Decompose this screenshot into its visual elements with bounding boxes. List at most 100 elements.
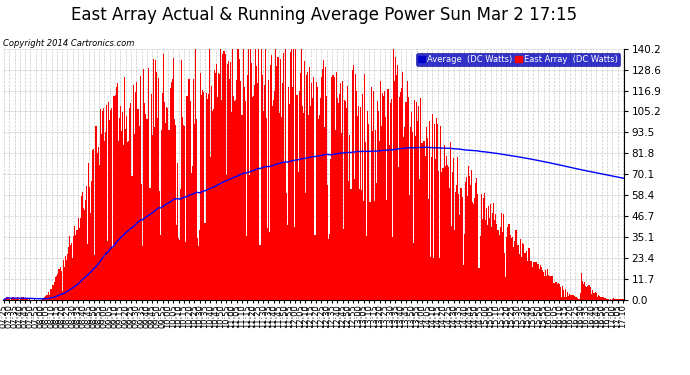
Bar xyxy=(497,231,499,300)
Bar xyxy=(349,135,351,300)
Bar xyxy=(27,298,28,300)
Bar xyxy=(67,254,68,300)
Bar xyxy=(448,188,450,300)
Bar xyxy=(65,256,66,300)
Bar xyxy=(390,103,391,300)
Bar xyxy=(299,74,301,300)
Bar xyxy=(544,276,545,300)
Bar xyxy=(420,98,422,300)
Bar xyxy=(483,198,484,300)
Bar xyxy=(485,220,486,300)
Bar xyxy=(229,80,230,300)
Bar xyxy=(593,292,594,300)
Bar xyxy=(518,245,519,300)
Bar xyxy=(456,185,457,300)
Bar xyxy=(605,298,607,300)
Bar xyxy=(164,102,166,300)
Bar xyxy=(142,246,143,300)
Bar xyxy=(195,48,196,300)
Bar xyxy=(541,267,542,300)
Bar xyxy=(79,217,81,300)
Bar xyxy=(571,295,573,300)
Bar xyxy=(538,264,539,300)
Bar xyxy=(555,282,557,300)
Bar xyxy=(382,93,383,300)
Bar xyxy=(199,230,200,300)
Bar xyxy=(135,92,136,300)
Bar xyxy=(363,201,364,300)
Bar xyxy=(246,236,247,300)
Bar xyxy=(603,297,604,300)
Bar xyxy=(170,82,172,300)
Bar xyxy=(598,295,599,300)
Bar xyxy=(335,72,337,300)
Bar xyxy=(615,298,616,300)
Bar xyxy=(45,296,46,300)
Bar xyxy=(198,246,199,300)
Bar xyxy=(236,80,237,300)
Bar xyxy=(511,238,512,300)
Bar xyxy=(130,103,132,300)
Bar xyxy=(400,92,401,300)
Bar xyxy=(315,82,317,300)
Bar xyxy=(139,126,140,300)
Bar xyxy=(115,95,116,300)
Bar xyxy=(219,75,220,300)
Bar xyxy=(482,219,483,300)
Bar xyxy=(69,236,70,300)
Bar xyxy=(366,236,367,300)
Bar xyxy=(287,225,288,300)
Bar xyxy=(515,230,517,300)
Bar xyxy=(230,62,231,300)
Bar xyxy=(546,276,547,300)
Bar xyxy=(81,192,83,300)
Bar xyxy=(237,45,238,300)
Bar xyxy=(72,258,73,300)
Bar xyxy=(520,239,521,300)
Bar xyxy=(453,158,454,300)
Bar xyxy=(331,77,333,300)
Bar xyxy=(313,76,315,300)
Bar xyxy=(460,188,462,300)
Bar xyxy=(53,285,55,300)
Bar xyxy=(507,226,508,300)
Bar xyxy=(157,117,158,300)
Bar xyxy=(155,60,156,300)
Bar xyxy=(106,105,107,300)
Bar xyxy=(75,236,77,300)
Bar xyxy=(340,84,341,300)
Bar xyxy=(270,65,271,300)
Bar xyxy=(413,243,414,300)
Text: Copyright 2014 Cartronics.com: Copyright 2014 Cartronics.com xyxy=(3,39,135,48)
Bar xyxy=(141,184,142,300)
Bar xyxy=(622,299,623,300)
Bar xyxy=(619,299,620,300)
Bar xyxy=(252,97,253,300)
Bar xyxy=(243,45,244,300)
Bar xyxy=(353,179,355,300)
Bar xyxy=(501,213,502,300)
Bar xyxy=(360,107,361,300)
Bar xyxy=(374,201,375,300)
Bar xyxy=(100,109,101,300)
Bar xyxy=(591,290,593,300)
Bar xyxy=(26,298,27,300)
Bar xyxy=(279,59,281,300)
Bar xyxy=(607,299,609,300)
Bar xyxy=(565,290,566,300)
Bar xyxy=(288,87,289,300)
Bar xyxy=(254,85,255,300)
Bar xyxy=(451,226,452,300)
Bar xyxy=(522,243,523,300)
Bar xyxy=(491,226,492,300)
Bar xyxy=(446,165,448,300)
Bar xyxy=(194,124,195,300)
Bar xyxy=(218,73,219,300)
Bar xyxy=(537,264,538,300)
Bar xyxy=(132,85,134,300)
Bar xyxy=(342,81,343,300)
Bar xyxy=(494,220,495,300)
Bar xyxy=(73,236,75,300)
Bar xyxy=(277,57,279,300)
Bar xyxy=(621,299,622,300)
